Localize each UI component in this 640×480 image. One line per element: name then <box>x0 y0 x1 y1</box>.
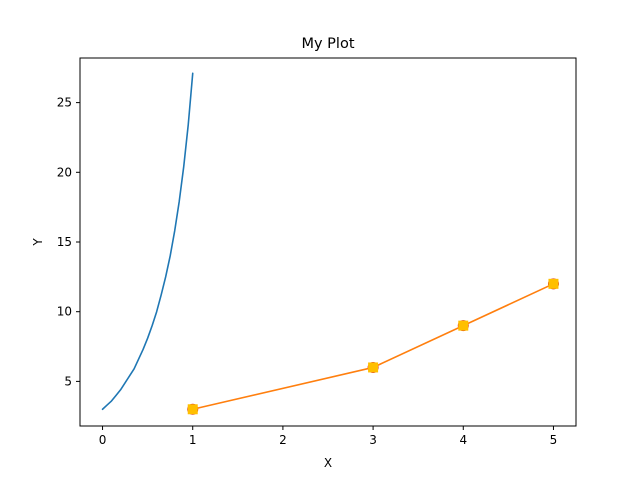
x-tick-label: 0 <box>99 433 107 447</box>
chart-title: My Plot <box>301 36 354 52</box>
y-axis-label: Y <box>31 238 45 247</box>
y-tick-label: 5 <box>64 374 72 388</box>
series-2-marker <box>368 362 379 373</box>
y-tick-label: 20 <box>57 165 72 179</box>
y-tick-label: 15 <box>57 235 72 249</box>
x-tick-label: 5 <box>550 433 558 447</box>
x-axis-ticks: 0 1 2 3 4 5 <box>99 426 558 447</box>
y-axis-ticks: 5 10 15 20 25 <box>57 96 80 388</box>
series-0-line <box>101 72 194 411</box>
series-2-marker <box>548 278 559 289</box>
x-tick-label: 2 <box>279 433 287 447</box>
x-tick-label: 4 <box>459 433 467 447</box>
x-tick-label: 1 <box>189 433 197 447</box>
y-tick-label: 25 <box>57 96 72 110</box>
y-tick-label: 10 <box>57 305 72 319</box>
series-2-marker <box>458 320 469 331</box>
x-tick-label: 3 <box>369 433 377 447</box>
x-axis-label: X <box>324 456 332 470</box>
series-2-line <box>191 283 555 411</box>
plot-area-frame <box>79 57 577 427</box>
series-2-marker <box>187 404 198 415</box>
series-layer <box>101 72 559 415</box>
